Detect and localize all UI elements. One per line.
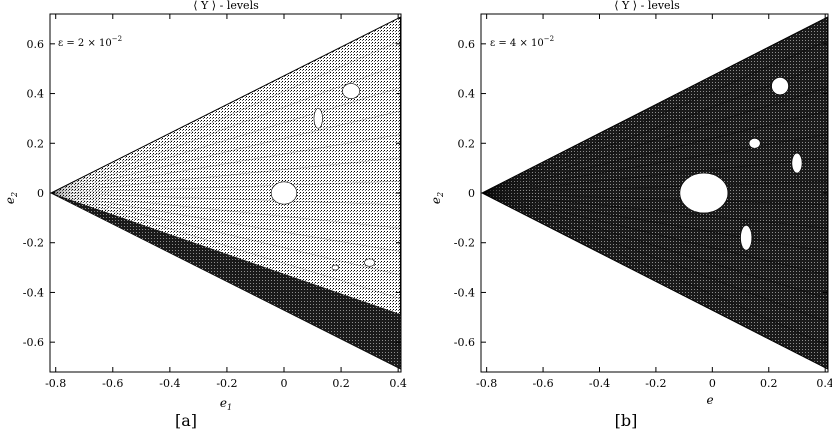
y-tick-label-a: -0.6	[23, 336, 44, 349]
resonance-line	[51, 110, 401, 194]
x-tick-label-a: -0.4	[159, 377, 180, 390]
panel-a: ⟨ Y ⟩ - levels [a] ε = 2 × 10−2 e1 e2 -0…	[3, 0, 407, 430]
resonance-line	[482, 192, 828, 229]
y-tick-label-b: -0.4	[454, 286, 475, 299]
resonance-line	[482, 192, 828, 323]
resonance-line	[482, 63, 828, 194]
resonance-line	[51, 87, 401, 194]
x-tick-label-b: 0	[709, 377, 716, 390]
y-tick-label-b: 0.6	[458, 38, 476, 51]
y-axis-label-b: e2	[429, 192, 445, 204]
panel-label-b: [b]	[615, 411, 638, 430]
resonance-line	[482, 134, 828, 194]
resonance-line	[51, 192, 401, 229]
y-tick-label-a: 0	[37, 187, 44, 200]
y-axis-label-a: e2	[3, 192, 19, 204]
x-tick-label-a: 0.4	[389, 377, 407, 390]
x-tick-label-a: -0.2	[216, 377, 237, 390]
x-axis-label-a-main: e	[220, 396, 227, 410]
y-tick-label-b: 0.2	[458, 137, 476, 150]
x-tick-label-b: -0.6	[532, 377, 553, 390]
y-axis-label-a-sub: 2	[10, 192, 19, 198]
y-tick-label-b: 0.4	[458, 88, 476, 101]
epsilon-annotation-a: ε = 2 × 10−2	[58, 35, 122, 49]
resonance-line	[51, 134, 401, 194]
resonance-line	[51, 192, 401, 252]
x-tick-label-a: 0	[281, 377, 288, 390]
y-tick-label-a: -0.2	[23, 237, 44, 250]
resonance-line	[51, 192, 401, 346]
resonance-line	[51, 192, 401, 299]
x-axis-label-a-sub: 1	[227, 403, 232, 412]
y-tick-label-a: 0.2	[27, 137, 45, 150]
resonance-line	[51, 157, 401, 194]
panel-b: ⟨ Y ⟩ - levels [b] ε = 4 × 10−2 e e2 -0.…	[429, 0, 832, 430]
y-tick-label-b: -0.6	[454, 336, 475, 349]
x-tick-label-b: 0.4	[816, 377, 832, 390]
resonance-line	[482, 192, 828, 206]
y-axis-label-b-main: e	[429, 197, 443, 204]
resonance-line	[51, 63, 401, 194]
chart-title-b: ⟨ Y ⟩ - levels	[614, 0, 680, 12]
y-tick-label-a: 0.4	[27, 88, 45, 101]
x-axis-label-b: e	[706, 393, 713, 407]
resonance-line	[482, 192, 828, 346]
hole-b	[679, 172, 729, 214]
resonance-line	[51, 192, 401, 276]
chart-title-a: ⟨ Y ⟩ - levels	[193, 0, 259, 12]
x-tick-label-a: 0.2	[332, 377, 350, 390]
x-axis-label-b-main: e	[706, 393, 713, 407]
epsilon-annotation-b-base: ε = 4 × 10	[490, 38, 544, 49]
hole-a	[342, 83, 360, 99]
panel-label-a: [a]	[175, 411, 197, 430]
resonance-line	[482, 192, 828, 276]
x-tick-label-a: -0.6	[102, 377, 123, 390]
epsilon-annotation-a-base: ε = 2 × 10	[58, 38, 112, 49]
y-tick-label-a: 0.6	[27, 38, 45, 51]
resonance-line	[482, 180, 828, 194]
resonance-line	[482, 110, 828, 194]
hole-a	[313, 108, 323, 129]
resonance-line	[51, 40, 401, 194]
y-axis-label-b-sub: 2	[436, 192, 445, 198]
hole-a	[270, 181, 298, 205]
resonance-line	[482, 87, 828, 194]
y-tick-label-b: -0.2	[454, 237, 475, 250]
resonance-line	[482, 192, 828, 252]
hole-b	[748, 138, 761, 149]
resonance-line	[482, 40, 828, 194]
y-axis-label-a-main: e	[3, 197, 17, 204]
hole-b	[771, 77, 789, 96]
x-tick-label-b: -0.4	[589, 377, 610, 390]
x-tick-label-a: -0.8	[45, 377, 66, 390]
resonance-line	[482, 192, 828, 299]
dense-band-a	[51, 193, 401, 369]
x-tick-label-b: -0.2	[645, 377, 666, 390]
hole-b	[740, 225, 753, 251]
hole-b	[791, 152, 803, 174]
y-tick-label-a: -0.4	[23, 286, 44, 299]
x-tick-label-b: -0.8	[476, 377, 497, 390]
resonance-line	[51, 192, 401, 205]
level-region-b	[480, 16, 828, 370]
resonance-line	[51, 192, 401, 323]
resonance-line	[51, 181, 401, 194]
resonance-line	[482, 157, 828, 194]
hole-a	[364, 258, 376, 267]
x-axis-label-a: e1	[220, 396, 232, 412]
epsilon-annotation-b: ε = 4 × 10−2	[490, 35, 554, 49]
epsilon-annotation-a-exp: −2	[112, 35, 122, 43]
hole-a	[331, 264, 340, 271]
epsilon-annotation-b-exp: −2	[544, 35, 554, 43]
y-tick-label-b: 0	[468, 187, 475, 200]
x-tick-label-b: 0.2	[760, 377, 778, 390]
